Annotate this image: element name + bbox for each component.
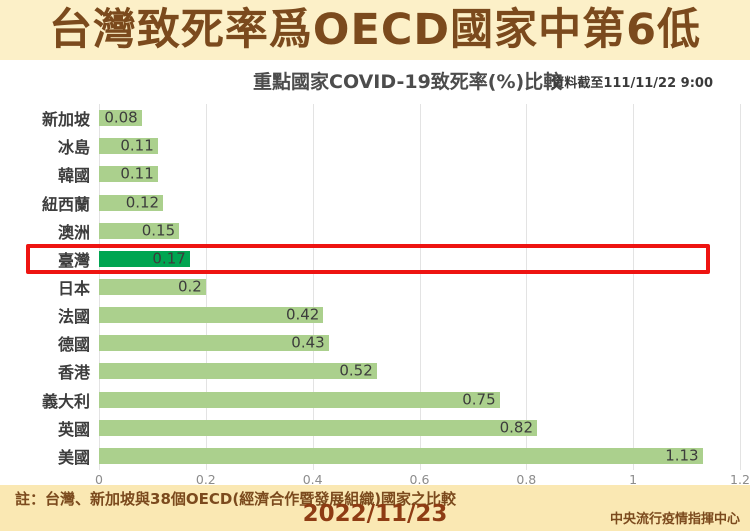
category-label: 香港 [57,363,90,383]
category-label: 英國 [57,419,90,439]
bar-row: 0.75 [99,386,740,414]
bar-value-label: 0.15 [141,221,176,240]
footnote: 註：台灣、新加坡與38個OECD(經濟合作暨發展組織)國家之比較 [15,490,457,508]
bar-row: 0.17 [99,245,740,273]
gridline [740,104,741,470]
x-tick-label: 1 [629,472,638,487]
gridline [526,104,528,470]
category-label: 新加坡 [41,110,90,130]
bar: 1.13 [99,446,703,465]
x-tick-label: 0.6 [409,472,430,487]
category-label: 冰島 [57,138,90,158]
bar-value-label: 0.2 [177,277,202,296]
bar-row: 0.12 [99,188,740,216]
category-label: 法國 [57,307,90,327]
bar: 0.42 [99,305,324,324]
bar: 0.12 [99,193,164,212]
bar: 0.11 [99,164,158,183]
bar-value-label: 0.43 [291,333,325,352]
header-banner: 台灣致死率爲OECD國家中第6低 [0,0,750,60]
bar-value-label: 0.52 [339,361,373,380]
bar-row: 0.43 [99,329,740,357]
x-tick-label: 0.4 [302,472,323,487]
bar: 0.11 [99,136,158,155]
bar-row: 0.82 [99,414,740,442]
bar-value-label: 0.11 [120,164,154,183]
agency-name: 中央流行疫情指揮中心 [609,512,740,527]
category-label: 澳洲 [57,222,90,242]
bar-value-label: 0.11 [120,136,154,155]
bar-highlighted: 0.17 [99,249,190,268]
category-labels: 新加坡冰島韓國紐西蘭澳洲臺灣日本法國德國香港義大利英國美國 [0,104,90,470]
bar-row: 1.13 [99,442,740,470]
report-date: 2022/11/23 [302,501,448,527]
bar-row: 0.42 [99,301,740,329]
bar-value-label: 0.82 [499,418,534,437]
category-label: 德國 [57,335,90,355]
bar-value-label: 0.08 [104,108,138,127]
bar-row: 0.52 [99,357,740,385]
x-tick-label: 0 [95,472,103,487]
category-label: 臺灣 [57,250,90,270]
data-cutoff-note: 資料截至111/11/22 9:00 [551,76,713,91]
bar-value-label: 1.13 [665,446,699,465]
bar: 0.43 [99,333,329,352]
bar-row: 0.2 [99,273,740,301]
x-tick-label: 0.2 [195,472,216,487]
bar: 0.75 [99,390,500,409]
bar: 0.15 [99,221,180,240]
bar-row: 0.08 [99,104,740,132]
bar: 0.82 [99,418,538,437]
gridline [205,104,207,470]
taiwan-highlight-box [26,244,710,274]
bar-value-label: 0.42 [285,305,320,324]
bar: 0.2 [99,277,206,296]
bar-row: 0.15 [99,217,740,245]
bar-value-label: 0.12 [125,193,160,212]
category-label: 義大利 [41,391,90,411]
page-title: 台灣致死率爲OECD國家中第6低 [48,4,702,55]
category-label: 美國 [57,447,90,467]
x-tick-label: 1.2 [730,472,750,487]
category-label: 韓國 [57,166,90,186]
bar-row: 0.11 [99,160,740,188]
footer-banner: 註：台灣、新加坡與38個OECD(經濟合作暨發展組織)國家之比較 2022/11… [0,485,750,531]
bar-row: 0.11 [99,132,740,160]
chart-title: 重點國家COVID-19致死率(%)比較 [253,71,563,93]
bar-series: 0.08 0.11 0.11 0.12 0.15 0.17 0.2 0.42 0.43 0.52 0… [99,104,740,470]
bar: 0.08 [99,108,142,127]
x-tick-label: 0.8 [516,472,537,487]
gridline [419,104,421,470]
chart-panel: 重點國家COVID-19致死率(%)比較 資料截至111/11/22 9:00 … [0,60,750,487]
bar-value-label: 0.17 [152,249,186,268]
category-label: 日本 [57,279,90,299]
plot-area: 0.08 0.11 0.11 0.12 0.15 0.17 0.2 0.42 0.43 0.52 0… [95,104,750,487]
bar: 0.52 [99,361,377,380]
bar-value-label: 0.75 [462,390,496,409]
category-label: 紐西蘭 [41,194,90,214]
gridline [633,104,635,470]
gridline [312,104,314,470]
